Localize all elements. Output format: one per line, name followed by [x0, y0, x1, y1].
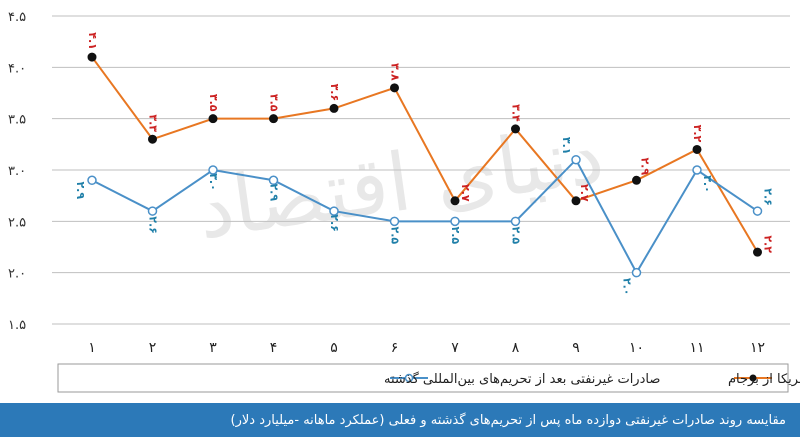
- data-label: ۲.۵: [510, 227, 523, 245]
- data-point: [752, 206, 763, 216]
- x-tick-label: ۱: [88, 340, 96, 356]
- series-line: [91, 56, 759, 253]
- chart-caption: مقایسه روند صادرات غیرنفتی دوازده ماه پس…: [230, 412, 786, 428]
- series: ۴.۱۳.۳۳.۵ ۳.۵۳.۶۳.۸۲.۷۳.۴۲.۷۲.۹۳.۲۲.۲۲.۹۲…: [74, 32, 775, 295]
- data-point: [389, 216, 400, 227]
- data-point: [329, 206, 339, 216]
- series-past-sanctions: ۲.۹ ۲.۶ ۳.۰ ۲.۹ ۲.۶ ۲.۵ ۲.۵ ۲.۵ ۳.۱ ۲.۰ ۳.۰ ۲.۶: [74, 137, 775, 296]
- data-label: ۲.۷: [459, 184, 472, 202]
- data-label: ۳.۵: [207, 94, 220, 112]
- y-tick-label: ۲.۵: [8, 215, 26, 230]
- data-label: ۲.۹: [268, 183, 281, 201]
- data-point: [632, 175, 641, 185]
- data-point: [753, 247, 762, 257]
- y-axis: ۱.۵ ۲.۰ ۲.۵ ۳.۰ ۳.۵ ۴.۰ ۴.۵: [8, 10, 26, 333]
- x-axis: ۱ ۲ ۳ ۴ ۵ ۶ ۷ ۸ ۹ ۱۰ ۱۱ ۱۲: [88, 340, 765, 356]
- data-label: ۳.۰: [207, 173, 220, 191]
- data-point: [450, 216, 460, 227]
- data-label: ۲.۶: [328, 214, 341, 232]
- data-label: ۳.۴: [510, 104, 523, 122]
- data-label: ۳.۱: [560, 137, 573, 155]
- data-point: [571, 196, 581, 206]
- legend-swatch-marker: [404, 373, 414, 383]
- x-tick-label: ۳: [209, 340, 217, 356]
- data-point: [269, 114, 278, 124]
- data-label: ۳.۵: [268, 94, 281, 112]
- legend: صادرات غیرنفتی بعد از خروج آمریکا از برج…: [57, 363, 800, 393]
- data-label: ۲.۵: [389, 227, 402, 245]
- x-tick-label: ۱۱: [689, 340, 704, 356]
- data-point: [450, 196, 460, 206]
- data-point: [208, 165, 218, 175]
- x-tick-label: ۱۰: [629, 340, 644, 356]
- data-label: ۳.۲: [691, 125, 704, 143]
- data-label: ۲.۶: [762, 188, 775, 206]
- y-tick-label: ۳.۵: [8, 113, 26, 128]
- x-tick-label: ۶: [391, 340, 399, 356]
- y-tick-label: ۴.۰: [8, 61, 26, 76]
- data-label: ۲.۲: [762, 235, 775, 253]
- data-point: [87, 52, 97, 62]
- data-label: ۳.۶: [328, 84, 341, 102]
- x-tick-label: ۴: [270, 340, 278, 356]
- legend-swatch-marker: [749, 374, 757, 382]
- grid: [52, 15, 790, 325]
- data-point: [208, 114, 218, 124]
- data-label: ۳.۸: [389, 63, 402, 81]
- data-label: ۲.۷: [578, 184, 591, 202]
- y-tick-label: ۴.۵: [8, 10, 26, 25]
- series-line: [91, 158, 759, 275]
- legend-label: صادرات غیرنفتی بعد از تحریم‌های بین‌المل…: [384, 371, 660, 387]
- data-label: ۲.۶: [147, 216, 160, 234]
- data-point: [692, 144, 702, 154]
- x-tick-label: ۸: [512, 340, 520, 356]
- data-point: [148, 134, 157, 144]
- data-point: [329, 103, 339, 113]
- data-label: ۳.۳: [147, 114, 160, 132]
- data-label: ۴.۱: [86, 32, 99, 50]
- y-tick-label: ۱.۵: [8, 318, 26, 333]
- series-us-exit: ۴.۱ ۳.۳ ۳.۵ ۳.۵ ۳.۶ ۳.۸ ۲.۷ ۳.۴ ۲.۷ ۲.۹ ۳.۲ ۲.۲: [86, 32, 775, 257]
- x-tick-label: ۲: [149, 340, 157, 356]
- data-point: [692, 165, 702, 175]
- y-tick-label: ۳.۰: [8, 164, 26, 179]
- x-tick-label: ۱۲: [750, 340, 765, 356]
- caption-bar: مقایسه روند صادرات غیرنفتی دوازده ماه پس…: [0, 403, 800, 437]
- data-point: [510, 216, 521, 227]
- data-label: ۲.۰: [621, 278, 634, 296]
- x-tick-label: ۵: [330, 340, 338, 356]
- legend-label: صادرات غیرنفتی بعد از خروج آمریکا از برج…: [728, 370, 800, 387]
- x-tick-label: ۹: [572, 340, 580, 356]
- data-point: [631, 267, 642, 278]
- data-point: [87, 175, 97, 186]
- data-point: [571, 154, 581, 165]
- data-label: ۳.۰: [701, 175, 714, 193]
- data-label: ۲.۵: [449, 227, 462, 245]
- data-point: [268, 175, 279, 186]
- y-tick-label: ۲.۰: [8, 267, 26, 282]
- data-label: ۲.۹: [639, 157, 652, 175]
- data-point: [511, 124, 520, 134]
- x-tick-label: ۷: [451, 340, 459, 356]
- data-point: [147, 206, 158, 216]
- data-label: ۲.۹: [74, 181, 87, 199]
- data-point: [390, 83, 399, 93]
